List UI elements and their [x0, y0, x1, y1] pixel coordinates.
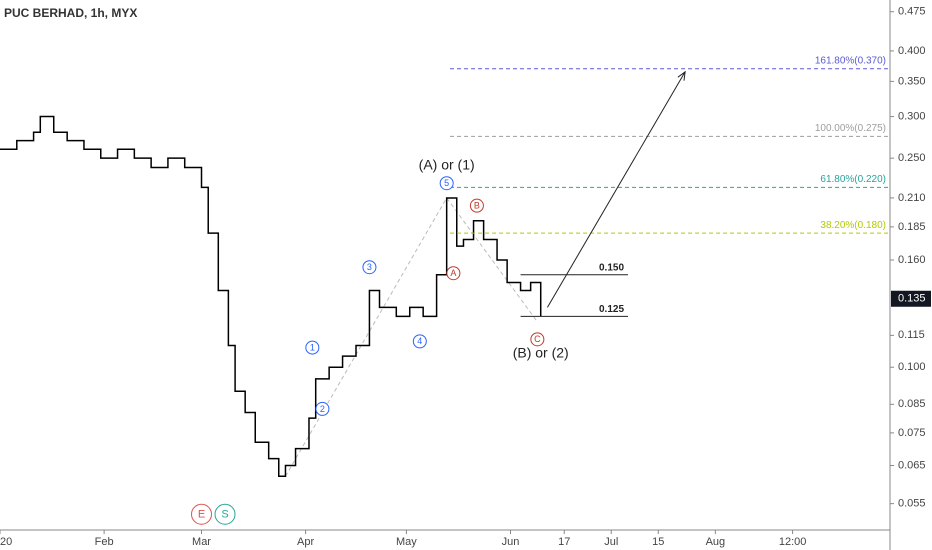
fib-label: 38.20%(0.180) — [820, 220, 886, 231]
fib-label: 100.00%(0.275) — [815, 123, 886, 134]
level-label: 0.125 — [599, 304, 624, 315]
wave-annotation: (B) or (2) — [513, 345, 569, 361]
x-tick-label: 17 — [558, 536, 570, 548]
x-tick-label: 15 — [652, 536, 664, 548]
wave-mark — [305, 340, 320, 355]
last-price-box — [891, 290, 931, 307]
wave-mark-label: 5 — [444, 178, 449, 188]
chart-title: PUC BERHAD, 1h, MYX — [4, 6, 137, 20]
y-tick-label: 0.400 — [898, 45, 926, 57]
y-tick-label: 0.075 — [898, 427, 926, 439]
y-tick-label: 0.300 — [898, 110, 926, 122]
x-tick-label: Mar — [192, 536, 211, 548]
wave-mark — [439, 176, 454, 191]
y-tick-label: 0.475 — [898, 6, 926, 18]
y-tick-label: 0.185 — [898, 221, 926, 233]
y-tick-label: 0.065 — [898, 459, 926, 471]
x-tick-label: Feb — [95, 536, 114, 548]
wave-mark-label: 4 — [417, 336, 422, 346]
wave-mark-label: S — [221, 509, 228, 521]
wave-mark-label: 1 — [310, 342, 315, 352]
price-line — [0, 115, 542, 478]
y-tick-label: 0.250 — [898, 152, 926, 164]
y-tick-label: 0.055 — [898, 498, 926, 510]
wave-mark-label: A — [450, 268, 456, 278]
arrow-head — [677, 70, 686, 81]
wave-mark-label: 3 — [367, 262, 372, 272]
wave-mark-label: E — [198, 509, 205, 521]
wave-mark-label: C — [534, 334, 541, 344]
wave-mark — [530, 332, 545, 347]
y-tick-label: 0.160 — [898, 254, 926, 266]
y-tick-label: 0.100 — [898, 361, 926, 373]
wave-path — [285, 197, 538, 477]
y-tick-label: 0.350 — [898, 75, 926, 87]
wave-mark-label: 2 — [320, 404, 325, 414]
wave-mark — [214, 503, 236, 525]
wave-mark-label: B — [474, 201, 480, 211]
fib-label: 161.80%(0.370) — [815, 55, 886, 66]
x-tick-label: Jun — [502, 536, 520, 548]
x-tick-label: 12:00 — [779, 536, 807, 548]
level-label: 0.150 — [599, 262, 624, 273]
x-tick-label: Apr — [297, 536, 314, 548]
x-tick-label: Aug — [706, 536, 726, 548]
y-tick-label: 0.085 — [898, 398, 926, 410]
fib-label: 61.80%(0.220) — [820, 174, 886, 185]
wave-mark — [315, 401, 330, 416]
plot: 161.80%(0.370) 100.00%(0.275) 61.80%(0.220… — [0, 55, 890, 525]
y-tick-label: 0.115 — [898, 329, 925, 341]
wave-mark — [412, 334, 427, 349]
arrow — [547, 71, 686, 308]
wave-mark — [191, 503, 213, 525]
y-tick-label: 0.210 — [898, 192, 926, 204]
wave-annotation: (A) or (1) — [419, 156, 475, 172]
last-price-label: 0.135 — [898, 293, 926, 305]
wave-mark — [362, 260, 377, 275]
x-tick-label: 2020 — [0, 536, 12, 548]
wave-mark — [469, 198, 484, 213]
x-tick-label: Jul — [604, 536, 618, 548]
x-tick-label: May — [396, 536, 417, 548]
wave-mark — [446, 266, 461, 281]
